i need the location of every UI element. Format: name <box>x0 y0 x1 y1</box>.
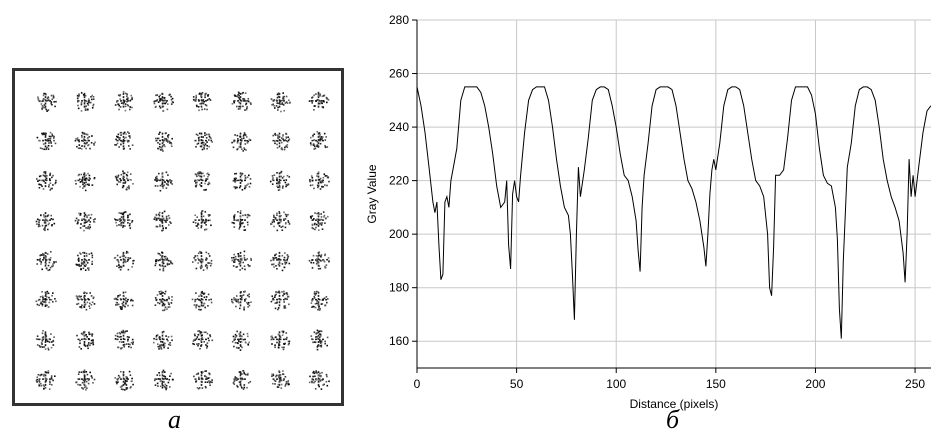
y-tick-label: 160 <box>389 334 409 348</box>
y-tick-label: 200 <box>389 227 409 241</box>
y-tick-label: 280 <box>389 13 409 27</box>
x-tick-label: 100 <box>606 377 626 391</box>
image-frame <box>14 70 343 405</box>
image-panel-a <box>12 68 344 406</box>
profile-plot: 0 50 100 150 200 250 160 180 200 220 240 260 280 Dist… <box>352 0 931 416</box>
caption-a: а <box>168 405 181 435</box>
x-tick-label: 250 <box>905 377 925 391</box>
y-axis-label: Gray Value <box>365 164 379 223</box>
x-tick-label: 0 <box>414 377 421 391</box>
dot-pattern-grid <box>12 68 344 406</box>
plot-svg: 0 50 100 150 200 250160180200220240260280Dist… <box>352 0 931 416</box>
gray-profile-line <box>417 87 931 339</box>
caption-b: б <box>666 405 679 435</box>
x-tick-label: 200 <box>805 377 825 391</box>
y-tick-label: 180 <box>389 281 409 295</box>
x-tick-label: 50 <box>510 377 524 391</box>
y-tick-label: 260 <box>389 67 409 81</box>
y-tick-label: 220 <box>389 174 409 188</box>
y-tick-label: 240 <box>389 120 409 134</box>
x-tick-label: 150 <box>706 377 726 391</box>
